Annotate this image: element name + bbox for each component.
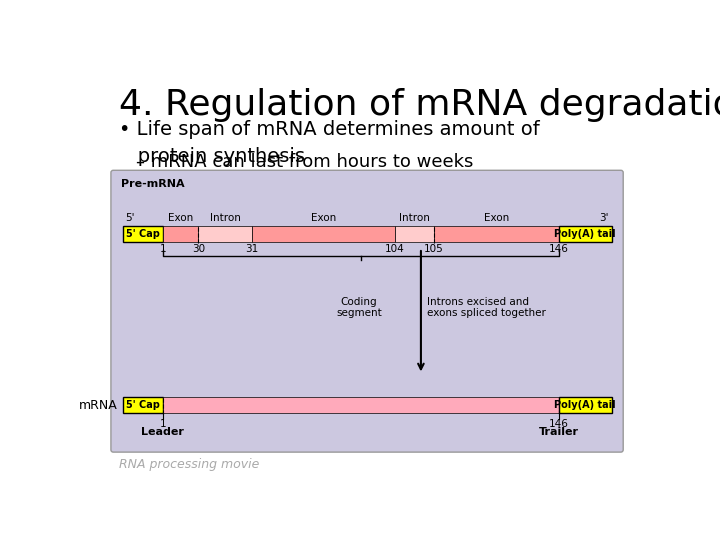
Text: Trailer: Trailer [539,427,579,437]
Bar [434,226,559,242]
Text: 30: 30 [192,244,205,254]
Text: 5': 5' [126,213,135,224]
Bar [163,397,559,413]
Text: mRNA: mRNA [79,399,118,411]
Bar [395,226,434,242]
Bar [252,226,395,242]
Text: 5' Cap: 5' Cap [126,229,160,239]
Text: RNA processing movie: RNA processing movie [120,458,260,471]
Text: Leader: Leader [141,427,184,437]
Text: Exon: Exon [168,213,193,224]
Bar [163,226,199,242]
Text: 146: 146 [549,244,569,254]
Bar [559,397,611,413]
Text: Pre-mRNA: Pre-mRNA [121,179,184,189]
Text: Coding
segment: Coding segment [336,296,382,318]
Text: Introns excised and
exons spliced together: Introns excised and exons spliced togeth… [427,296,546,318]
Text: Poly(A) tail: Poly(A) tail [554,400,616,410]
Bar [122,397,163,413]
Text: 3': 3' [599,213,608,224]
Text: 104: 104 [384,244,405,254]
Text: 146: 146 [549,419,569,429]
Text: 1: 1 [160,419,166,429]
Text: 1: 1 [160,244,166,254]
FancyBboxPatch shape [111,170,624,452]
Text: Exon: Exon [310,213,336,224]
Text: 4. Regulation of mRNA degradation: 4. Regulation of mRNA degradation [120,88,720,122]
Text: Poly(A) tail: Poly(A) tail [554,229,616,239]
Text: • Life span of mRNA determines amount of
   protein synthesis: • Life span of mRNA determines amount of… [120,120,540,166]
Text: 105: 105 [424,244,444,254]
Text: 5' Cap: 5' Cap [126,400,160,410]
Text: Intron: Intron [210,213,240,224]
Text: 31: 31 [246,244,258,254]
Bar [559,226,611,242]
Text: Intron: Intron [399,213,430,224]
Text: – mRNA can last from hours to weeks: – mRNA can last from hours to weeks [137,153,474,171]
Bar [122,226,163,242]
Bar [199,226,252,242]
Text: Exon: Exon [484,213,509,224]
